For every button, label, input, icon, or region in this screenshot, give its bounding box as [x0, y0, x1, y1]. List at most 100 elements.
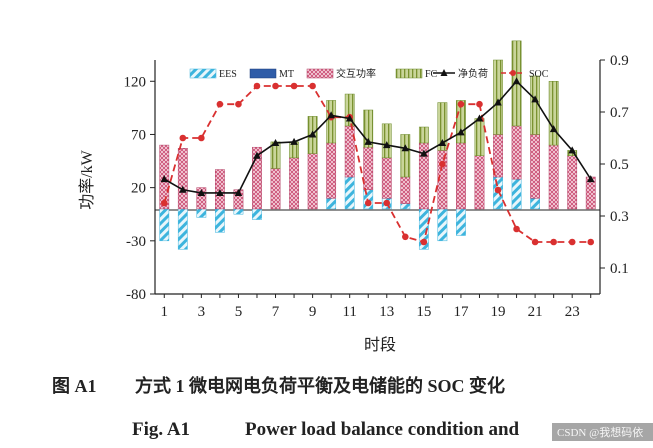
- bar-ees: [215, 208, 225, 233]
- soc-point: [568, 238, 576, 246]
- net-load-point: [234, 188, 243, 196]
- y-tick-label-left: 70: [131, 127, 146, 143]
- x-tick-label: 9: [309, 304, 317, 320]
- soc-point: [457, 100, 465, 108]
- soc-point: [383, 199, 391, 207]
- x-tick-label: 13: [379, 304, 394, 320]
- net-load-point: [216, 188, 224, 196]
- net-load-point: [290, 137, 298, 145]
- net-load-point: [457, 128, 465, 136]
- bar-ees: [400, 203, 411, 210]
- net-load-point: [179, 185, 187, 193]
- soc-point: [550, 238, 557, 246]
- bar-grid-power: [326, 142, 337, 199]
- bar-ees: [437, 208, 448, 242]
- soc-point: [290, 82, 298, 90]
- bar-grid-power: [456, 142, 466, 210]
- soc-point: [439, 160, 446, 168]
- net-load-point: [512, 77, 521, 85]
- legend-swatch: [395, 68, 423, 79]
- net-load-point: [494, 98, 502, 106]
- legend-label: 交互功率: [336, 67, 376, 80]
- net-load-point: [475, 114, 484, 122]
- net-load-point: [568, 146, 576, 154]
- bar-grid-power: [196, 187, 207, 210]
- bar-fc: [530, 75, 540, 135]
- legend-label: MT: [279, 69, 294, 80]
- net-load-point: [271, 138, 280, 146]
- x-axis-title: 时段: [364, 336, 396, 354]
- y-axis-title: 功率/kW: [78, 149, 96, 209]
- y-tick-label-left: -80: [126, 287, 146, 303]
- y-tick-label-left: 120: [124, 74, 147, 90]
- bar-grid-power: [567, 155, 578, 210]
- y-tick-label-right: 0.7: [610, 105, 629, 121]
- bar-fc: [548, 81, 559, 146]
- y-tick-label-right: 0.1: [610, 261, 629, 277]
- x-tick-label: 11: [342, 304, 356, 320]
- bar-fc: [456, 100, 466, 144]
- y-tick-label-right: 0.5: [610, 157, 629, 173]
- net-load-point: [382, 141, 391, 149]
- net-load-point: [420, 149, 428, 157]
- bar-grid-power: [511, 125, 522, 180]
- legend-label: EES: [219, 69, 237, 80]
- bar-grid-power: [307, 153, 318, 210]
- legend-label: 净负荷: [458, 67, 488, 80]
- soc-point: [198, 134, 205, 142]
- legend-swatch: [189, 68, 217, 79]
- net-load-point: [401, 144, 410, 152]
- legend-marker: [440, 69, 448, 76]
- bar-grid-power: [177, 148, 188, 210]
- caption: 图 A1 方式 1 微电网电负荷平衡及电储能的 SOC 变化 Fig. A1 P…: [52, 375, 520, 440]
- bar-ees: [326, 198, 337, 210]
- y-ticks-left: 120 70 20 -30 -80: [124, 74, 155, 303]
- x-ticks: 1 3 5 7 9 11 13 15 17 19 21 23: [161, 294, 592, 320]
- bar-grid-power: [344, 125, 355, 178]
- bar-fc: [381, 123, 392, 159]
- x-tick-label: 7: [272, 304, 280, 320]
- watermark: CSDN @我想码依: [552, 423, 653, 441]
- net-load-point: [549, 125, 558, 133]
- x-tick-label: 19: [491, 304, 506, 320]
- bar-grid-power: [363, 146, 374, 191]
- bar-grid-power: [289, 157, 299, 210]
- soc-point: [494, 186, 502, 194]
- bar-ees: [196, 208, 207, 218]
- soc-point: [364, 199, 372, 207]
- legend-swatch: [306, 68, 334, 79]
- soc-point: [272, 82, 279, 90]
- watermark-text: CSDN @我想码依: [557, 425, 643, 439]
- bar-grid-power: [548, 144, 559, 210]
- bar-fc: [326, 100, 337, 144]
- soc-point: [587, 238, 595, 246]
- caption-en-label: Fig. A1: [132, 419, 190, 440]
- bar-ees: [159, 208, 170, 242]
- soc-point: [420, 238, 428, 246]
- bar-grid-power: [400, 176, 411, 204]
- net-load-point: [531, 95, 539, 103]
- net-load-point: [253, 151, 261, 159]
- soc-point: [160, 199, 168, 207]
- soc-point: [216, 100, 224, 108]
- soc-point: [235, 100, 242, 108]
- bar-fc: [437, 102, 448, 151]
- y-tick-label-right: 0.3: [610, 209, 629, 225]
- legend-label: SOC: [529, 69, 549, 80]
- bar-fc: [363, 109, 374, 148]
- bar-ees: [233, 208, 244, 215]
- bar-fc: [493, 59, 503, 135]
- net-load-point: [308, 130, 317, 138]
- net-load-point: [364, 137, 373, 145]
- lines: [160, 77, 595, 246]
- bar-ees: [252, 208, 262, 220]
- soc-point: [309, 82, 316, 90]
- caption-en-text: Power load balance condition and: [245, 419, 520, 440]
- bar-grid-power: [474, 155, 485, 210]
- bar-fc: [400, 134, 411, 178]
- x-tick-label: 21: [528, 304, 543, 320]
- bar-ees: [511, 178, 522, 210]
- net-load-point: [345, 114, 354, 122]
- bar-grid-power: [381, 157, 392, 199]
- x-tick-label: 23: [565, 304, 580, 320]
